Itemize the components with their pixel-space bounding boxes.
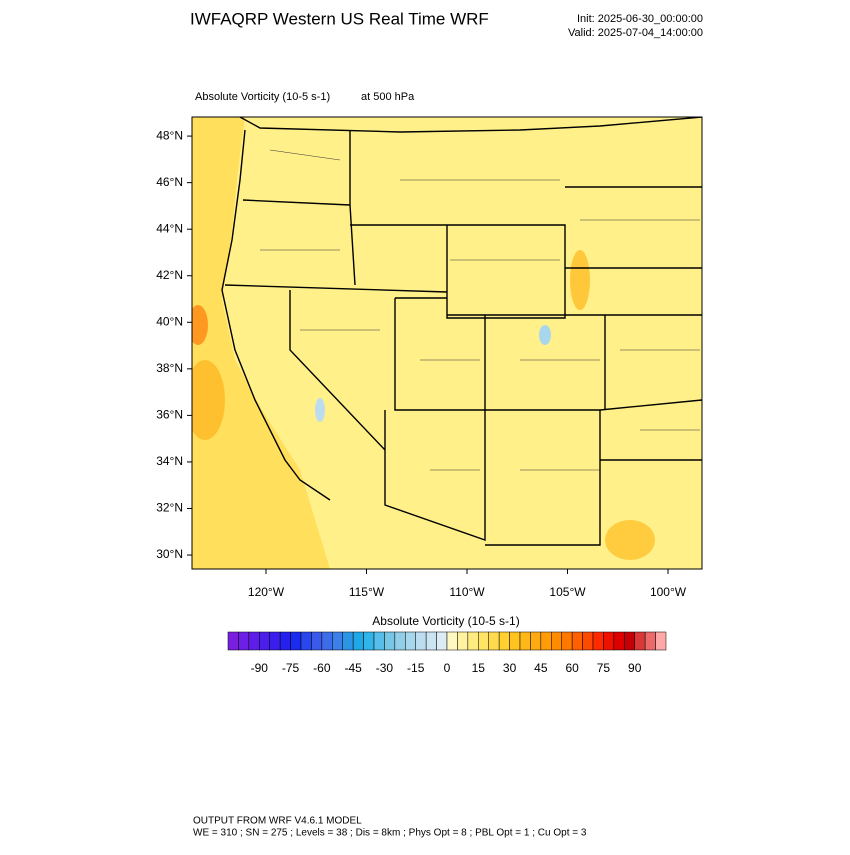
vorticity-max	[605, 520, 655, 560]
colorbar-box	[332, 631, 343, 651]
colorbar-label: 30	[503, 661, 517, 675]
lon-label: 110°W	[449, 585, 485, 599]
colorbar-label: 75	[597, 661, 611, 675]
lat-label: 42°N	[156, 268, 183, 282]
title: IWFAQRP Western US Real Time WRF	[190, 9, 489, 28]
colorbar-box	[238, 631, 250, 651]
vorticity-min	[539, 325, 551, 345]
colorbar-box	[582, 631, 594, 651]
colorbar-label: -15	[407, 661, 425, 675]
colorbar-box	[363, 631, 375, 651]
colorbar-box	[624, 631, 635, 651]
border	[239, 117, 702, 133]
colorbar-label: 60	[565, 661, 579, 675]
level-label: at 500 hPa	[361, 91, 415, 103]
colorbar-box	[540, 631, 552, 651]
colorbar-title: Absolute Vorticity (10-5 s-1)	[372, 614, 519, 628]
colorbar-box	[415, 631, 427, 651]
lat-label: 46°N	[156, 175, 183, 189]
colorbar-box	[519, 631, 531, 651]
colorbar-box	[655, 631, 667, 651]
valid-time: Valid: 2025-07-04_14:00:00	[568, 27, 703, 39]
map	[191, 116, 703, 570]
colorbar-box	[279, 631, 291, 651]
colorbar-box	[436, 631, 448, 651]
colorbar-box	[290, 631, 302, 651]
colorbar-box	[373, 631, 385, 651]
colorbar-box	[551, 631, 562, 651]
state-borders	[224, 130, 702, 546]
colorbar-box	[311, 631, 323, 651]
lat-label: 30°N	[156, 547, 183, 561]
lat-label: 48°N	[156, 128, 183, 142]
colorbar-label: -30	[376, 661, 394, 675]
colorbar-box	[248, 631, 260, 651]
colorbar-box	[227, 631, 239, 651]
colorbar-box	[259, 631, 270, 651]
vorticity-min	[315, 398, 325, 422]
colorbar-box	[509, 631, 521, 651]
colorbar-label: -90	[251, 661, 269, 675]
colorbar-label: 45	[534, 661, 548, 675]
colorbar-box	[321, 631, 333, 651]
map-frame	[191, 116, 703, 570]
lat-label: 44°N	[156, 221, 183, 235]
vorticity-max	[192, 360, 225, 440]
lat-label: 34°N	[156, 454, 183, 468]
colorbar-box	[446, 631, 458, 651]
colorbar-box	[467, 631, 479, 651]
colorbar-box	[592, 631, 604, 651]
colorbar-box	[342, 631, 354, 651]
colorbar-box	[498, 631, 510, 651]
colorbar-label: 0	[444, 661, 451, 675]
lon-label: 100°W	[650, 585, 687, 599]
colorbar-box	[561, 631, 573, 651]
colorbar-label: -75	[282, 661, 300, 675]
lon-label: 105°W	[549, 585, 586, 599]
lat-label: 36°N	[156, 408, 183, 422]
lat-label: 32°N	[156, 501, 183, 515]
colorbar-box	[603, 631, 615, 651]
lat-label: 40°N	[156, 314, 183, 328]
colorbar-box	[530, 631, 542, 651]
field-label: Absolute Vorticity (10-5 s-1)	[195, 91, 330, 103]
footer-line: OUTPUT FROM WRF V4.6.1 MODEL	[193, 816, 362, 827]
lon-label: 115°W	[349, 585, 385, 599]
colorbar-box	[457, 631, 469, 651]
colorbar-label: -60	[313, 661, 331, 675]
colorbar-box	[352, 631, 364, 651]
colorbar-box	[425, 631, 437, 651]
colorbar-box	[571, 631, 583, 651]
colorbar-box	[644, 631, 656, 651]
colorbar: -90 -75 -60 -45 -30 -15 0 15 30 45 60 75 90	[227, 631, 667, 675]
ocean-field	[192, 117, 330, 569]
colorbar-box	[384, 631, 396, 651]
init-time: Init: 2025-06-30_00:00:00	[577, 13, 703, 25]
vorticity-max	[570, 250, 590, 310]
lon-label: 120°W	[248, 585, 285, 599]
colorbar-box	[300, 631, 312, 651]
vorticity-max	[192, 305, 208, 345]
coastline	[221, 129, 331, 501]
colorbar-box	[269, 631, 281, 651]
colorbar-label: 15	[472, 661, 486, 675]
colorbar-label: 90	[628, 661, 642, 675]
colorbar-box	[488, 631, 500, 651]
colorbar-box	[405, 631, 416, 651]
lat-label: 38°N	[156, 361, 183, 375]
colorbar-box	[478, 631, 489, 651]
county-borders	[260, 149, 700, 471]
colorbar-label: -45	[344, 661, 362, 675]
colorbar-box	[394, 631, 406, 651]
colorbar-box	[634, 631, 646, 651]
footer-line: WE = 310 ; SN = 275 ; Levels = 38 ; Dis …	[193, 828, 587, 839]
colorbar-box	[613, 631, 625, 651]
